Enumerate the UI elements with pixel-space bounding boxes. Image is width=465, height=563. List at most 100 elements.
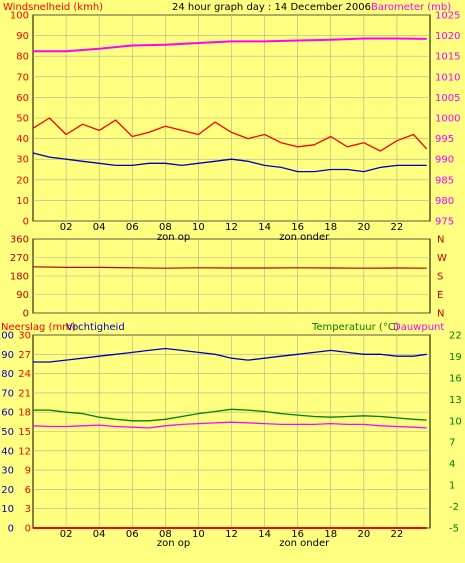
y-tick-label: 10	[449, 416, 462, 427]
y-tick-label: 13	[449, 395, 462, 406]
y-tick-label: 1010	[435, 72, 460, 83]
x-tick-label: 20	[357, 529, 370, 540]
y-tick-label: 4	[449, 459, 455, 470]
y-tick-label: 21	[18, 388, 31, 399]
y-tick-label: 90	[16, 31, 29, 42]
y-tick-label: 60	[1, 408, 14, 419]
x-tick-label: 12	[225, 222, 238, 233]
y-tick-label: 80	[16, 52, 29, 63]
y-tick-label: 9	[25, 466, 31, 477]
y-axis-labels: 0102030405060708090100975980985990995100…	[0, 11, 462, 535]
y-tick-label: 270	[10, 253, 29, 264]
y-tick-label: 40	[16, 134, 29, 145]
series-barometer	[33, 37, 427, 53]
y-tick-label: E	[437, 290, 443, 301]
x-tick-label: 08	[159, 222, 172, 233]
series-temperature	[33, 408, 427, 422]
x-tick-label: 14	[258, 222, 271, 233]
y-tick-label: 70	[16, 72, 29, 83]
x-tick-label: 12	[225, 529, 238, 540]
y-tick-label: 995	[435, 134, 454, 145]
y-tick-label: 990	[435, 155, 454, 166]
y-tick-label: N	[437, 309, 444, 320]
y-tick-label: 980	[435, 196, 454, 207]
chart-title: 24 hour graph day : 14 December 2006	[172, 2, 371, 13]
sun-annotation: zon onder	[279, 232, 330, 243]
y-tick-label: 27	[18, 350, 31, 361]
y-tick-label: 90	[1, 350, 14, 361]
x-tick-label: 22	[391, 529, 404, 540]
y-tick-label: 15	[18, 427, 31, 438]
y-tick-label: 100	[0, 331, 14, 342]
y-tick-label: 1020	[435, 31, 460, 42]
series-humidity	[33, 347, 427, 363]
y-tick-label: 16	[449, 373, 462, 384]
y-tick-label: 100	[10, 11, 29, 22]
x-tick-label: 02	[60, 222, 73, 233]
y-tick-label: 1015	[435, 52, 460, 63]
y-tick-label: 20	[1, 485, 14, 496]
y-tick-label: 1005	[435, 93, 460, 104]
y-tick-label: 30	[18, 331, 31, 342]
dewpoint-axis-title: Dauwpunt	[393, 322, 444, 333]
y-tick-label: 180	[10, 272, 29, 283]
humidity-axis-title: Vochtigheid	[66, 322, 125, 333]
y-tick-label: 20	[16, 175, 29, 186]
series-dewpoint	[32, 421, 427, 429]
series-wind-avg	[32, 152, 427, 173]
y-tick-label: 60	[16, 93, 29, 104]
y-tick-label: 0	[8, 524, 14, 535]
y-tick-label: 30	[1, 466, 14, 477]
y-tick-label: 1000	[435, 114, 460, 125]
series-wind-gust	[32, 117, 428, 152]
x-tick-label: 18	[324, 222, 337, 233]
sun-annotation: zon onder	[279, 538, 330, 549]
y-tick-label: -2	[449, 502, 459, 513]
x-tick-label: 16	[291, 222, 304, 233]
x-tick-label: 06	[126, 529, 139, 540]
sun-annotation: zon op	[157, 538, 190, 549]
y-tick-label: -5	[449, 524, 459, 535]
y-tick-label: S	[437, 272, 443, 283]
y-tick-label: 985	[435, 175, 454, 186]
x-tick-label: 10	[192, 529, 205, 540]
y-tick-label: 70	[1, 388, 14, 399]
x-tick-label: 10	[192, 222, 205, 233]
x-tick-label: 04	[93, 222, 106, 233]
y-tick-label: 1	[449, 481, 455, 492]
x-tick-label: 08	[159, 529, 172, 540]
y-tick-label: 1025	[435, 11, 460, 22]
x-tick-label: 20	[357, 222, 370, 233]
y-tick-label: 30	[16, 155, 29, 166]
temperature-axis-title: Temperatuur (°C)	[311, 322, 399, 333]
x-tick-label: 14	[258, 529, 271, 540]
x-axis-labels: 02 02 04 04 06 06 08 08 10 10 12 12 14 14 16 16 18 18 20 20…	[60, 222, 404, 549]
y-tick-label: 22	[449, 331, 462, 342]
sun-annotation: zon op	[157, 232, 190, 243]
y-tick-label: 50	[16, 114, 29, 125]
rain-axis-title: Neerslag (mm)	[1, 322, 76, 333]
series-wind-direction	[32, 266, 427, 269]
y-tick-label: 3	[25, 504, 31, 515]
x-tick-label: 22	[391, 222, 404, 233]
y-tick-label: W	[437, 253, 447, 264]
y-tick-label: 12	[18, 446, 31, 457]
y-tick-label: 0	[25, 524, 31, 535]
y-tick-label: 50	[1, 427, 14, 438]
x-tick-label: 04	[93, 529, 106, 540]
x-tick-label: 16	[291, 529, 304, 540]
gridlines	[33, 14, 430, 529]
y-tick-label: 6	[25, 485, 31, 496]
wind-axis-title: Windsnelheid (kmh)	[3, 2, 103, 13]
y-tick-label: 10	[1, 504, 14, 515]
y-tick-label: N	[437, 235, 444, 246]
y-tick-label: 40	[1, 446, 14, 457]
barometer-axis-title: Barometer (mb)	[371, 2, 451, 13]
y-tick-label: 80	[1, 369, 14, 380]
y-tick-label: 90	[16, 290, 29, 301]
y-tick-label: 19	[449, 352, 462, 363]
y-tick-label: 10	[16, 196, 29, 207]
x-tick-label: 06	[126, 222, 139, 233]
y-tick-label: 24	[18, 369, 31, 380]
